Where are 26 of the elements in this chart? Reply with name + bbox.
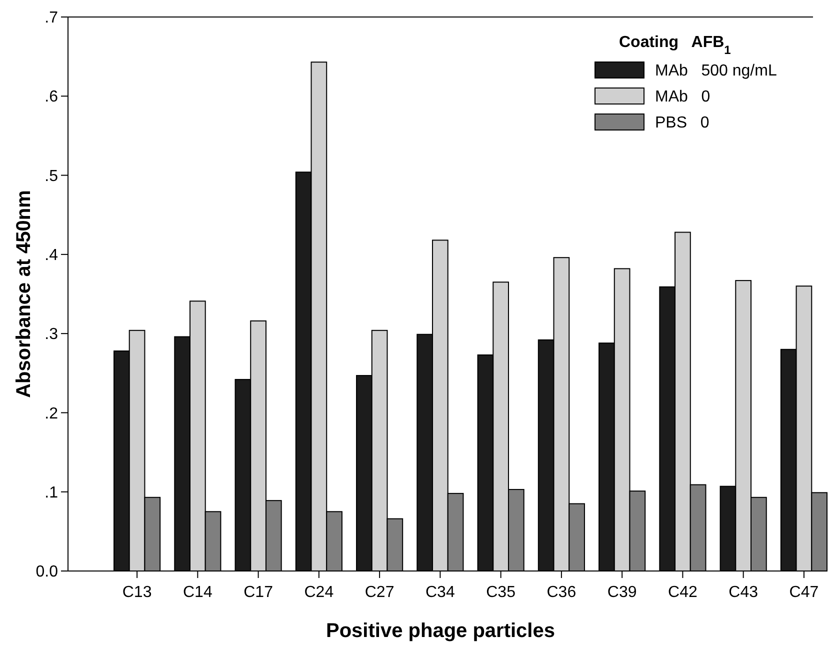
x-tick-label: C17 bbox=[244, 584, 274, 601]
y-tick-label: .3 bbox=[44, 326, 58, 344]
x-tick-label: C35 bbox=[486, 584, 516, 601]
y-tick-label: .7 bbox=[44, 10, 58, 27]
y-tick-label: .6 bbox=[44, 88, 58, 106]
x-tick-label: C34 bbox=[426, 584, 455, 601]
x-tick-label: C39 bbox=[607, 584, 637, 601]
x-tick-label: C14 bbox=[182, 584, 212, 601]
y-tick-label: .1 bbox=[44, 484, 58, 502]
legend-label: MAb 0 bbox=[655, 88, 710, 106]
legend-title: Coating AFB$_{1}$ bbox=[619, 34, 732, 57]
y-tick-label: .5 bbox=[44, 168, 58, 185]
legend-label: PBS 0 bbox=[655, 114, 710, 132]
x-tick-label: C42 bbox=[668, 584, 698, 601]
x-tick-label: C47 bbox=[789, 584, 819, 601]
x-tick-label: C13 bbox=[122, 584, 152, 601]
y-tick-label: .2 bbox=[44, 405, 58, 422]
legend-label: MAb 500 ng/mL bbox=[655, 62, 777, 80]
y-tick-label: .4 bbox=[44, 247, 58, 264]
x-tick-label: C43 bbox=[728, 584, 758, 601]
x-tick-label: C36 bbox=[546, 584, 576, 601]
x-axis-title: Positive phage particles bbox=[326, 620, 555, 642]
y-axis-title: Absorbance at 450nm bbox=[13, 190, 35, 398]
x-tick-label: C24 bbox=[304, 584, 334, 601]
x-tick-label: C27 bbox=[364, 584, 394, 601]
y-tick-label: 0.0 bbox=[36, 564, 58, 581]
